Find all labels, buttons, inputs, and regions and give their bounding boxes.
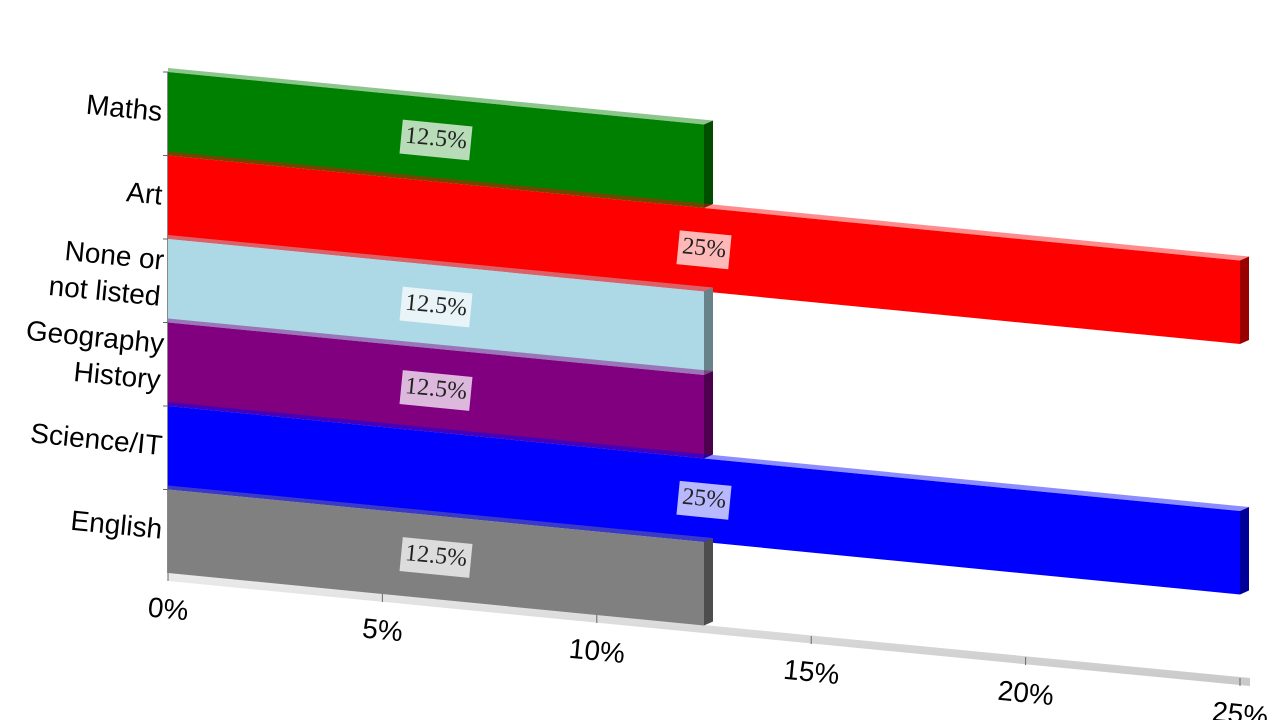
- value-label-bg: [676, 480, 732, 520]
- floor: [168, 573, 1250, 687]
- value-label: 12.5%: [404, 123, 468, 155]
- bar-side: [704, 538, 713, 626]
- value-label-box: 12.5%: [399, 286, 473, 328]
- bar-side: [704, 120, 713, 209]
- bar-side: [704, 371, 713, 459]
- bar-side: [1240, 507, 1249, 595]
- category-label: Science/IT: [29, 417, 164, 461]
- value-label: 12.5%: [404, 290, 468, 322]
- value-label: 12.5%: [404, 540, 468, 572]
- value-label-box: 25%: [676, 480, 732, 520]
- category-label: GeographyHistory: [21, 315, 165, 396]
- bar-side: [704, 287, 713, 376]
- value-label-box: 12.5%: [399, 370, 473, 411]
- x-tick-label: 10%: [568, 633, 627, 669]
- value-label-bg: [399, 370, 473, 411]
- x-tick-label: 5%: [361, 613, 404, 648]
- bar-top: [168, 402, 1249, 512]
- bar-top: [168, 68, 713, 125]
- bar-top: [168, 151, 1249, 261]
- value-label-bg: [399, 119, 473, 161]
- value-label: 25%: [681, 484, 727, 514]
- x-tick-label: 15%: [782, 654, 841, 690]
- bar-top: [168, 485, 713, 543]
- value-label-bg: [399, 286, 473, 328]
- bar-top: [168, 318, 713, 376]
- value-label: 25%: [681, 233, 727, 263]
- category-label: English: [69, 505, 163, 545]
- value-label-bg: [399, 537, 473, 578]
- x-tick-label: 0%: [147, 592, 190, 627]
- x-tick-label: 25%: [1211, 696, 1270, 720]
- value-label-box: 25%: [676, 230, 732, 270]
- value-label-box: 12.5%: [399, 537, 473, 578]
- category-label: Maths: [85, 89, 164, 127]
- category-label: Art: [125, 176, 164, 210]
- value-label: 12.5%: [404, 373, 468, 405]
- category-label: None ornot listed: [47, 234, 165, 312]
- x-tick-label: 20%: [996, 675, 1055, 711]
- bar-top: [168, 235, 713, 292]
- value-label-bg: [676, 230, 732, 270]
- bar-side: [1240, 256, 1249, 345]
- value-label-box: 12.5%: [399, 119, 473, 161]
